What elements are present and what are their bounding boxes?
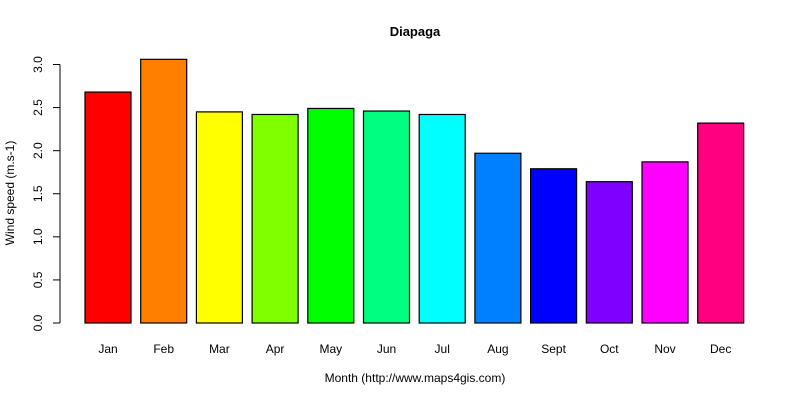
x-tick-label: Oct [600,342,619,356]
x-tick-label: Jul [435,342,450,356]
x-tick-label: May [319,342,342,356]
bar-jul [418,113,466,324]
x-tick-label: Nov [654,342,675,356]
bar-oct [585,181,633,324]
x-tick-label: Apr [266,342,285,356]
bar-aug [474,152,522,324]
y-tick-label: 2.0 [31,142,45,159]
y-tick-label: 1.0 [31,228,45,245]
x-tick-label: Jan [98,342,117,356]
bar-sept [529,168,578,324]
bar-jun [362,110,411,324]
bars [84,58,745,324]
bar-dec [697,122,745,324]
x-tick-label: Dec [710,342,731,356]
bar-jan [84,91,132,324]
x-tick-label: Jun [377,342,396,356]
x-tick-labels: Jan Feb Mar Apr May Jun Jul Aug Sept Oct Nov Dec [98,342,731,356]
bar-may [307,107,355,324]
x-tick-label: Feb [153,342,174,356]
chart-title: Diapaga [390,24,441,39]
bar-apr [251,113,299,324]
y-tick-label: 0.5 [31,271,45,288]
x-tick-label: Aug [487,342,508,356]
y-tick-label: 1.5 [31,185,45,202]
y-axis-label: Wind speed (m.s-1) [3,141,17,246]
bar-feb [140,58,188,324]
y-tick-label: 3.0 [31,56,45,73]
y-tick-label: 2.5 [31,99,45,116]
y-axis: 0.0 0.5 1.0 1.5 2.0 2.5 3.0 [31,56,61,331]
bar-mar [195,111,243,324]
x-tick-label: Sept [541,342,566,356]
x-axis-label: Month (http://www.maps4gis.com) [325,371,506,385]
x-tick-label: Mar [209,342,230,356]
bar-nov [641,161,689,324]
y-tick-label: 0.0 [31,314,45,331]
